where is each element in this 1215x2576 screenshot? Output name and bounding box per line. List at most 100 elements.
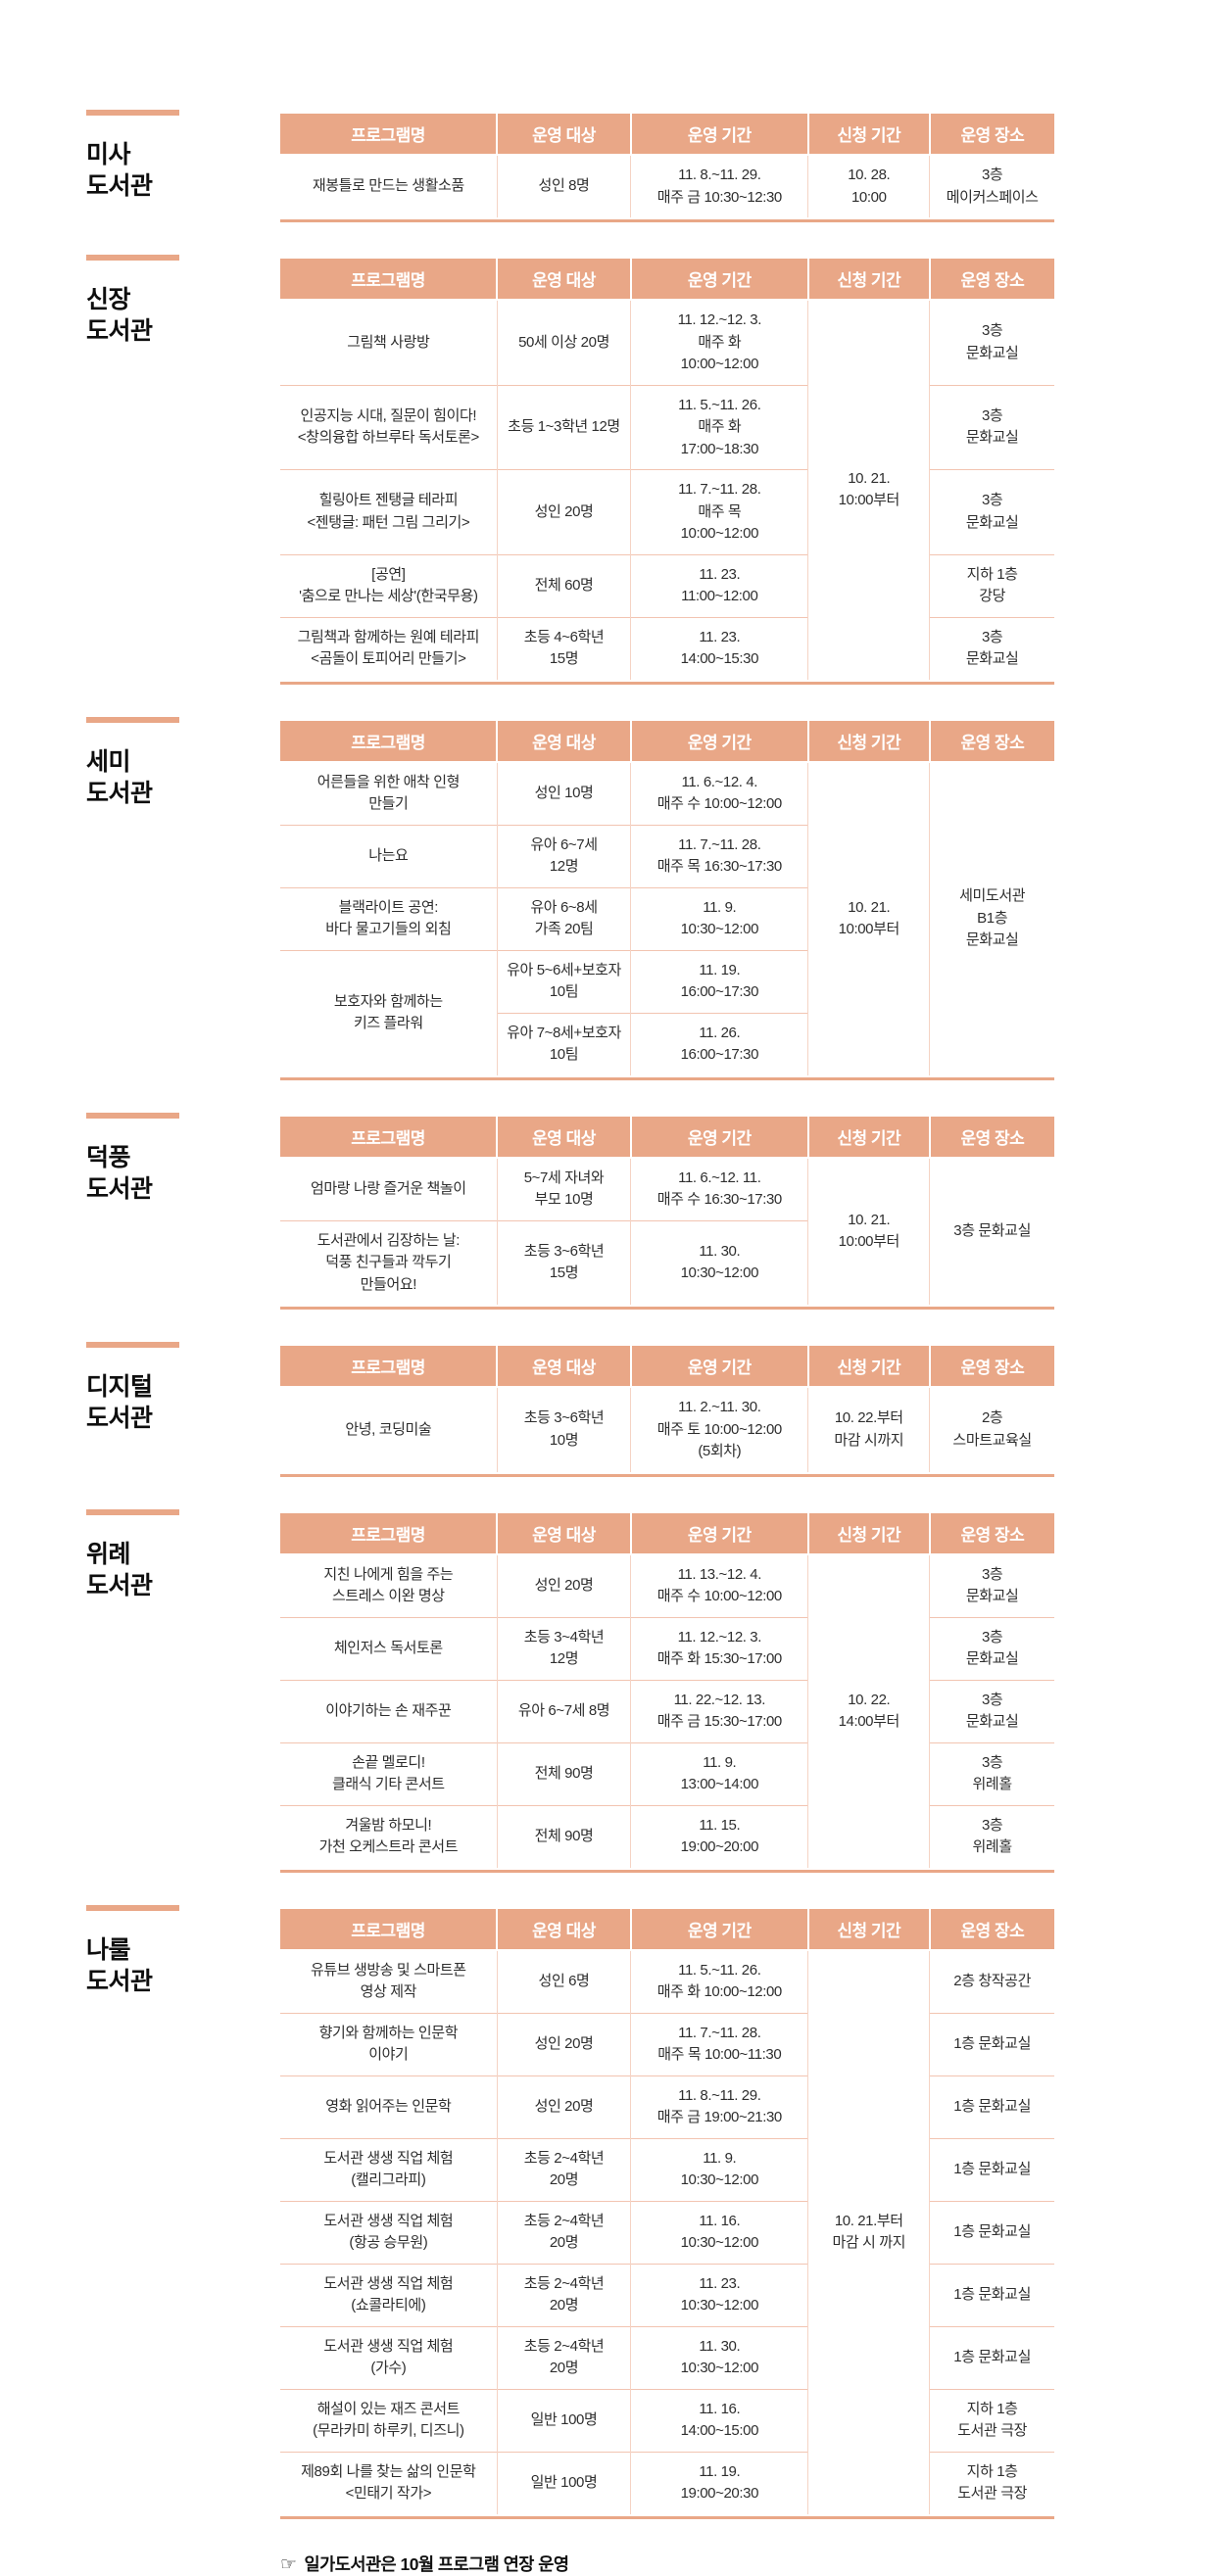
library-section-wirye: 위례 도서관 프로그램명 운영 대상 운영 기간 신청 기간 운영 장소 지친 … xyxy=(86,1508,1054,1873)
col-header-program: 프로그램명 xyxy=(280,114,498,156)
cell-program: 체인저스 독서토론 xyxy=(280,1616,498,1680)
cell-program: 겨울밤 하모니! 가천 오케스트라 콘서트 xyxy=(280,1804,498,1868)
cell-place: 1층 문화교실 xyxy=(929,2012,1054,2075)
cell-target: 유아 6~7세 8명 xyxy=(496,1679,631,1742)
cell-period: 11. 8.~11. 29. 매주 금 10:30~12:30 xyxy=(630,155,808,217)
section-accent-bar xyxy=(86,1112,179,1119)
col-header-apply: 신청 기간 xyxy=(806,259,930,301)
section-accent-bar xyxy=(86,110,179,116)
cell-place: 3층 문화교실 xyxy=(929,1616,1054,1680)
header-row: 프로그램명 운영 대상 운영 기간 신청 기간 운영 장소 xyxy=(280,259,1054,301)
table-row: 도서관에서 김장하는 날: 덕풍 친구들과 깍두기 만들어요! 초등 3~6학년… xyxy=(280,1219,1054,1305)
footer-note: ☞ 일가도서관은 10월 프로그램 연장 운영 xyxy=(280,2552,1054,2576)
cell-program: 안녕, 코딩미술 xyxy=(345,1420,432,1438)
col-header-period: 운영 기간 xyxy=(629,720,808,763)
cell-target: 유아 6~8세 가족 20팀 xyxy=(496,886,631,950)
library-label-block: 디지털 도서관 xyxy=(86,1342,280,1434)
cell-place: 1층 문화교실 xyxy=(929,2137,1054,2201)
library-section-narul: 나룰 도서관 프로그램명 운영 대상 운영 기간 신청 기간 운영 장소 유튜브… xyxy=(86,1904,1054,2519)
cell-target: 성인 20명 xyxy=(496,469,631,554)
col-header-target: 운영 대상 xyxy=(496,1346,631,1388)
program-table-narul: 프로그램명 운영 대상 운영 기간 신청 기간 운영 장소 유튜브 생방송 및 … xyxy=(280,1908,1054,2514)
cell-target: 전체 90명 xyxy=(496,1741,631,1805)
cell-period: 11. 9. 10:30~12:00 xyxy=(630,886,808,950)
cell-place: 3층 문화교실 xyxy=(929,1157,1054,1305)
table-row: 블랙라이트 공연: 바다 물고기들의 외침 유아 6~8세 가족 20팀 11.… xyxy=(280,886,1054,950)
cell-program: 보호자와 함께하는 키즈 플라워 xyxy=(280,949,498,1075)
cell-period: 11. 12.~12. 3. 매주 화 10:00~12:00 xyxy=(630,300,808,385)
col-header-period: 운영 기간 xyxy=(629,1908,808,1951)
cell-program: 도서관 생생 직업 체험 (쇼콜라티에) xyxy=(280,2263,498,2326)
table-row: 손끝 멜로디! 클래식 기타 콘서트 전체 90명 11. 9. 13:00~1… xyxy=(280,1741,1054,1805)
col-header-place: 운영 장소 xyxy=(928,1346,1054,1388)
cell-program: 영화 읽어주는 인문학 xyxy=(280,2075,498,2138)
cell-period: 11. 2.~11. 30. 매주 토 10:00~12:00 (5회차) xyxy=(630,1387,808,1472)
col-header-program: 프로그램명 xyxy=(280,1116,498,1159)
cell-period: 11. 6.~12. 4. 매주 수 10:00~12:00 xyxy=(630,761,808,825)
table-row: 도서관 생생 직업 체험 (캘리그라피) 초등 2~4학년 20명 11. 9.… xyxy=(280,2137,1054,2201)
cell-period: 11. 6.~12. 11. 매주 수 16:30~17:30 xyxy=(630,1157,808,1220)
cell-period: 11. 30. 10:30~12:00 xyxy=(630,2325,808,2389)
cell-target: 성인 8명 xyxy=(496,155,631,217)
col-header-target: 운영 대상 xyxy=(496,114,631,156)
cell-program: [공연] '춤으로 만나는 세상'(한국무용) xyxy=(280,553,498,617)
table-row: 도서관 생생 직업 체험 (항공 승무원) 초등 2~4학년 20명 11. 1… xyxy=(280,2200,1054,2264)
col-header-apply: 신청 기간 xyxy=(806,1116,930,1159)
library-name: 미사 도서관 xyxy=(86,141,153,200)
cell-program: 향기와 함께하는 인문학 이야기 xyxy=(280,2012,498,2075)
table-row: [공연] '춤으로 만나는 세상'(한국무용) 전체 60명 11. 23. 1… xyxy=(280,553,1054,617)
col-header-period: 운영 기간 xyxy=(629,1346,808,1388)
cell-place: 3층 메이커스페이스 xyxy=(929,155,1054,217)
cell-target: 초등 3~6학년 15명 xyxy=(496,1219,631,1305)
section-accent-bar xyxy=(86,1342,179,1348)
cell-place: 3층 문화교실 xyxy=(929,1553,1054,1617)
col-header-target: 운영 대상 xyxy=(496,1512,631,1555)
cell-target: 50세 이상 20명 xyxy=(496,300,631,385)
col-header-program: 프로그램명 xyxy=(280,720,498,763)
library-label-block: 덕풍 도서관 xyxy=(86,1112,280,1205)
cell-target: 초등 4~6학년 15명 xyxy=(496,616,631,680)
cell-place: 지하 1층 도서관 극장 xyxy=(929,2451,1054,2514)
cell-place: 1층 문화교실 xyxy=(929,2263,1054,2326)
table-row: 해설이 있는 재즈 콘서트 (무라카미 하루키, 디즈니) 일반 100명 11… xyxy=(280,2388,1054,2452)
table-row: 도서관 생생 직업 체험 (가수) 초등 2~4학년 20명 11. 30. 1… xyxy=(280,2325,1054,2389)
cell-program: 해설이 있는 재즈 콘서트 (무라카미 하루키, 디즈니) xyxy=(280,2388,498,2452)
program-table-wrap: 프로그램명 운영 대상 운영 기간 신청 기간 운영 장소 안녕, 코딩미술 초… xyxy=(280,1346,1054,1477)
col-header-place: 운영 장소 xyxy=(928,1908,1054,1951)
cell-place: 3층 위례홀 xyxy=(929,1804,1054,1868)
cell-target: 전체 60명 xyxy=(496,553,631,617)
table-row: 그림책 사랑방 50세 이상 20명 11. 12.~12. 3. 매주 화 1… xyxy=(280,300,1054,680)
cell-period: 11. 9. 13:00~14:00 xyxy=(630,1741,808,1805)
library-name: 디지털 도서관 xyxy=(86,1373,153,1432)
library-name: 나룰 도서관 xyxy=(86,1935,153,1995)
cell-target: 전체 90명 xyxy=(496,1804,631,1868)
cell-target: 성인 20명 xyxy=(496,2012,631,2075)
cell-period: 11. 15. 19:00~20:00 xyxy=(630,1804,808,1868)
section-accent-bar xyxy=(86,1508,179,1515)
program-table-misa: 프로그램명 운영 대상 운영 기간 신청 기간 운영 장소 재봉틀로 만드는 생… xyxy=(280,114,1054,217)
cell-program: 도서관 생생 직업 체험 (가수) xyxy=(280,2325,498,2389)
cell-period: 11. 9. 10:30~12:00 xyxy=(630,2137,808,2201)
cell-place: 2층 스마트교육실 xyxy=(929,1387,1054,1472)
cell-period: 11. 13.~12. 4. 매주 수 10:00~12:00 xyxy=(630,1553,808,1617)
program-table-wrap: 프로그램명 운영 대상 운영 기간 신청 기간 운영 장소 어른들을 위한 애착… xyxy=(280,720,1054,1080)
col-header-period: 운영 기간 xyxy=(629,259,808,301)
cell-program: 블랙라이트 공연: 바다 물고기들의 외침 xyxy=(280,886,498,950)
col-header-place: 운영 장소 xyxy=(928,720,1054,763)
section-accent-bar xyxy=(86,1904,179,1911)
program-table-digital: 프로그램명 운영 대상 운영 기간 신청 기간 운영 장소 안녕, 코딩미술 초… xyxy=(280,1346,1054,1472)
cell-place: 1층 문화교실 xyxy=(929,2075,1054,2138)
library-section-semi: 세미 도서관 프로그램명 운영 대상 운영 기간 신청 기간 운영 장소 어른들… xyxy=(86,716,1054,1080)
cell-place: 1층 문화교실 xyxy=(929,2200,1054,2264)
col-header-place: 운영 장소 xyxy=(928,1512,1054,1555)
program-table-wrap: 프로그램명 운영 대상 운영 기간 신청 기간 운영 장소 재봉틀로 만드는 생… xyxy=(280,114,1054,222)
library-name: 덕풍 도서관 xyxy=(86,1143,153,1203)
cell-period: 11. 5.~11. 26. 매주 화 10:00~12:00 xyxy=(630,1949,808,2013)
cell-program: 지친 나에게 힘을 주는 스트레스 이완 명상 xyxy=(323,1565,454,1605)
header-row: 프로그램명 운영 대상 운영 기간 신청 기간 운영 장소 xyxy=(280,1512,1054,1555)
table-row: 제89회 나를 찾는 삶의 인문학 <민태기 작가> 일반 100명 11. 1… xyxy=(280,2451,1054,2514)
program-table-deokpung: 프로그램명 운영 대상 운영 기간 신청 기간 운영 장소 엄마랑 나랑 즐거운… xyxy=(280,1116,1054,1305)
col-header-period: 운영 기간 xyxy=(629,114,808,156)
table-row: 영화 읽어주는 인문학 성인 20명 11. 8.~11. 29. 매주 금 1… xyxy=(280,2075,1054,2138)
cell-target: 초등 1~3학년 12명 xyxy=(496,384,631,470)
